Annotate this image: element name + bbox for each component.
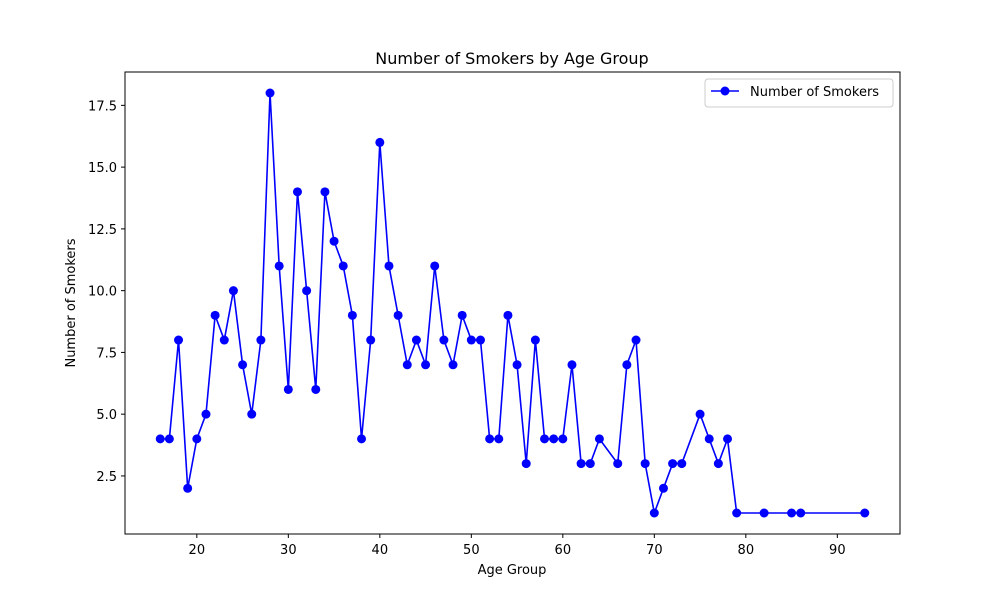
data-point bbox=[558, 434, 568, 444]
data-point bbox=[787, 508, 797, 518]
data-point bbox=[439, 335, 449, 345]
data-point bbox=[530, 335, 540, 345]
data-point bbox=[494, 434, 504, 444]
data-point bbox=[430, 261, 440, 271]
y-tick-label: 5.0 bbox=[96, 408, 117, 423]
data-point bbox=[594, 434, 604, 444]
data-point bbox=[164, 434, 174, 444]
data-point bbox=[658, 483, 668, 493]
data-point bbox=[183, 483, 193, 493]
data-point bbox=[585, 459, 595, 469]
x-tick-label: 20 bbox=[189, 543, 206, 558]
data-point bbox=[567, 360, 577, 370]
data-point bbox=[402, 360, 412, 370]
x-tick-label: 30 bbox=[280, 543, 297, 558]
plot-area bbox=[155, 88, 870, 518]
data-point bbox=[192, 434, 202, 444]
x-axis: 20 30 40 50 60 70 80 90 bbox=[189, 534, 846, 558]
data-point bbox=[796, 508, 806, 518]
data-point bbox=[393, 310, 403, 320]
data-point bbox=[421, 360, 431, 370]
y-tick-label: 17.5 bbox=[88, 99, 117, 114]
data-point bbox=[228, 286, 238, 296]
data-point bbox=[155, 434, 165, 444]
x-tick-label: 50 bbox=[463, 543, 480, 558]
data-point bbox=[238, 360, 248, 370]
data-point bbox=[613, 459, 623, 469]
data-point bbox=[631, 335, 641, 345]
data-point bbox=[247, 409, 257, 419]
chart-title: Number of Smokers by Age Group bbox=[375, 49, 648, 68]
data-point bbox=[347, 310, 357, 320]
data-point bbox=[622, 360, 632, 370]
data-point bbox=[668, 459, 678, 469]
data-point bbox=[384, 261, 394, 271]
legend-point-marker bbox=[720, 86, 730, 96]
data-point bbox=[265, 88, 275, 98]
y-tick-label: 10.0 bbox=[88, 285, 117, 300]
data-point bbox=[411, 335, 421, 345]
data-point bbox=[174, 335, 184, 345]
data-point bbox=[759, 508, 769, 518]
x-tick-label: 90 bbox=[829, 543, 846, 558]
x-tick-label: 60 bbox=[555, 543, 572, 558]
data-point bbox=[292, 187, 302, 197]
data-point bbox=[521, 459, 531, 469]
data-point bbox=[448, 360, 458, 370]
data-point bbox=[201, 409, 211, 419]
data-point bbox=[677, 459, 687, 469]
x-tick-label: 80 bbox=[738, 543, 755, 558]
data-point bbox=[503, 310, 513, 320]
data-point bbox=[256, 335, 266, 345]
data-point bbox=[723, 434, 733, 444]
x-tick-label: 70 bbox=[646, 543, 663, 558]
axes-frame bbox=[124, 71, 901, 535]
y-axis-title: Number of Smokers bbox=[64, 238, 79, 367]
data-point bbox=[338, 261, 348, 271]
data-point bbox=[713, 459, 723, 469]
data-point bbox=[457, 310, 467, 320]
y-tick-label: 12.5 bbox=[88, 223, 117, 238]
data-point bbox=[576, 459, 586, 469]
data-point bbox=[860, 508, 870, 518]
data-point bbox=[466, 335, 476, 345]
data-point bbox=[366, 335, 376, 345]
y-tick-label: 15.0 bbox=[88, 161, 117, 176]
data-point bbox=[540, 434, 550, 444]
data-point bbox=[283, 384, 293, 394]
data-point bbox=[475, 335, 485, 345]
legend-box bbox=[704, 78, 894, 108]
data-point bbox=[640, 459, 650, 469]
data-point bbox=[649, 508, 659, 518]
data-point bbox=[219, 335, 229, 345]
x-tick-label: 40 bbox=[372, 543, 389, 558]
data-point bbox=[695, 409, 705, 419]
x-axis-title: Age Group bbox=[478, 563, 547, 578]
data-point bbox=[210, 310, 220, 320]
data-point bbox=[375, 137, 385, 147]
data-point bbox=[704, 434, 714, 444]
data-point bbox=[311, 384, 321, 394]
legend-label: Number of Smokers bbox=[750, 85, 879, 100]
data-point bbox=[732, 508, 742, 518]
y-axis: 2.5 5.0 7.5 10.0 12.5 15.0 17.5 bbox=[88, 99, 125, 485]
y-tick-label: 2.5 bbox=[96, 470, 117, 485]
data-point bbox=[302, 286, 312, 296]
data-point bbox=[512, 360, 522, 370]
data-point bbox=[329, 236, 339, 246]
data-point bbox=[320, 187, 330, 197]
y-tick-label: 7.5 bbox=[96, 346, 117, 361]
data-point bbox=[485, 434, 495, 444]
data-point bbox=[357, 434, 367, 444]
legend: Number of Smokers bbox=[704, 78, 894, 108]
data-point bbox=[549, 434, 559, 444]
data-point bbox=[274, 261, 284, 271]
